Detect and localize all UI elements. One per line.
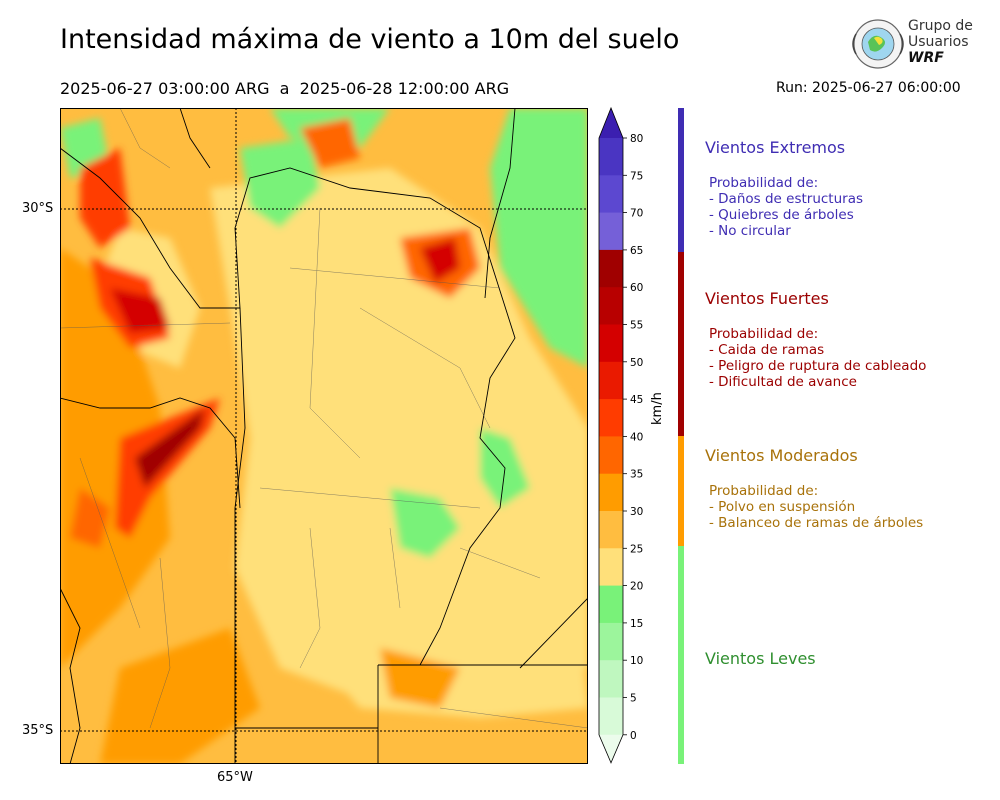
category-line: Probabilidad de: — [709, 326, 819, 342]
colorbar-cell — [599, 249, 623, 288]
category-line: - Dificultad de avance — [709, 374, 857, 390]
department-borders — [60, 108, 588, 729]
graticule — [60, 108, 588, 764]
colorbar-cell — [599, 473, 623, 512]
category-bar — [678, 108, 684, 764]
category-leves: Vientos Leves — [705, 649, 816, 668]
category-line: - Daños de estructuras — [709, 191, 864, 207]
category-moderados: Vientos Moderados Probabilidad de: - Pol… — [705, 446, 923, 531]
colorbar-cell — [599, 287, 623, 325]
colorbar-tick-label: 80 — [630, 133, 643, 145]
colorbar-cell — [599, 138, 623, 176]
category-bar-extremos — [678, 108, 684, 252]
category-line: - Polvo en suspensión — [709, 499, 856, 515]
colorbar-cell — [599, 548, 623, 587]
logo-text: Grupo de Usuarios WRF — [908, 18, 973, 66]
lat-label-30s: 30°S — [22, 201, 54, 216]
category-bar-moderados — [678, 436, 684, 546]
colorbar-cell — [599, 511, 623, 549]
logo-line-3: WRF — [908, 50, 944, 66]
category-line: - Balanceo de ramas de árboles — [709, 515, 924, 531]
colorbar-tick-label: 75 — [630, 170, 643, 182]
category-title: Vientos Fuertes — [705, 289, 829, 308]
logo-line-1: Grupo de — [908, 18, 973, 34]
forecast-period: 2025-06-27 03:00:00 ARG a 2025-06-28 12:… — [60, 79, 510, 98]
colorbar-cell — [599, 436, 623, 475]
colorbar-tick-label: 60 — [630, 282, 643, 294]
category-body: Probabilidad de: - Caida de ramas - Peli… — [709, 326, 926, 390]
colorbar-tick-label: 35 — [630, 469, 643, 481]
category-bar-leves — [678, 546, 684, 764]
category-fuertes: Vientos Fuertes Probabilidad de: - Caida… — [705, 289, 926, 390]
category-title: Vientos Extremos — [705, 138, 846, 157]
colorbar-tick-label: 25 — [630, 543, 643, 555]
colorbar-cells — [598, 106, 624, 764]
category-line: - Quiebres de árboles — [709, 207, 854, 223]
colorbar-tick-label: 45 — [630, 394, 643, 406]
category-line: - No circular — [709, 223, 791, 239]
category-line: - Peligro de ruptura de cableado — [709, 358, 927, 374]
colorbar-cell — [599, 660, 623, 698]
colorbar-tick-label: 5 — [630, 693, 637, 705]
colorbar-cell — [599, 175, 623, 214]
province-borders — [60, 108, 588, 764]
colorbar-cell — [599, 399, 623, 437]
map-frame — [60, 108, 588, 764]
colorbar-cell — [599, 697, 623, 736]
colorbar-cell — [599, 585, 623, 624]
category-body: Probabilidad de: - Polvo en suspensión -… — [709, 483, 923, 531]
colorbar-cell — [599, 212, 623, 251]
wind-map-svg — [60, 108, 588, 764]
colorbar-tick-label: 30 — [630, 506, 643, 518]
category-line: Probabilidad de: — [709, 175, 819, 191]
colorbar-cell — [599, 324, 623, 363]
colorbar-cell — [599, 622, 623, 661]
wind-map — [60, 108, 588, 764]
colorbar-tick-label: 65 — [630, 245, 643, 257]
colorbar-unit: km/h — [650, 392, 665, 425]
category-line: - Caida de ramas — [709, 342, 825, 358]
colorbar-tick-label: 50 — [630, 357, 643, 369]
lat-label-35s: 35°S — [22, 723, 54, 738]
colorbar-tick-label: 55 — [630, 320, 643, 332]
page-title: Intensidad máxima de viento a 10m del su… — [60, 24, 680, 55]
run-time: Run: 2025-06-27 06:00:00 — [776, 80, 961, 96]
logo-line-2: Usuarios — [908, 34, 969, 50]
colorbar-tick-label: 15 — [630, 618, 643, 630]
category-extremos: Vientos Extremos Probabilidad de: - Daño… — [705, 138, 863, 239]
colorbar-tick-label: 40 — [630, 431, 643, 443]
colorbar-cell — [599, 361, 623, 400]
lon-label-65w: 65°W — [217, 770, 253, 785]
wrf-logo — [852, 19, 904, 69]
category-line: Probabilidad de: — [709, 483, 819, 499]
category-body: Probabilidad de: - Daños de estructuras … — [709, 175, 863, 239]
colorbar-extend-top — [599, 108, 623, 138]
colorbar-tick-label: 10 — [630, 655, 643, 667]
category-title: Vientos Leves — [705, 649, 816, 668]
colorbar-tick-label: 20 — [630, 581, 643, 593]
colorbar-tick-label: 0 — [630, 730, 637, 742]
category-bar-fuertes — [678, 252, 684, 436]
wind-field — [60, 108, 588, 764]
category-title: Vientos Moderados — [705, 446, 858, 465]
colorbar-tick-label: 70 — [630, 208, 643, 220]
colorbar-extend-bottom — [599, 734, 623, 763]
